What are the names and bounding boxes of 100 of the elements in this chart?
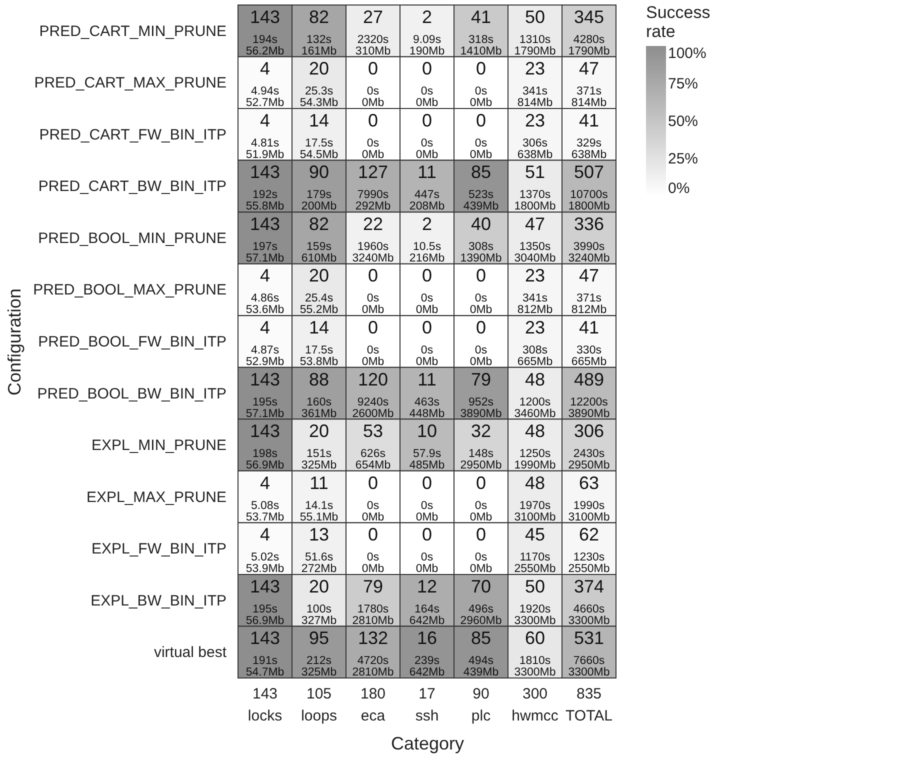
x-tick-label: 180 eca	[360, 686, 386, 724]
y-tick-label: PRED_BOOL_BW_BIN_ITP	[37, 385, 226, 402]
text: 85 523s 439Mb	[463, 162, 499, 213]
y-tick-label: EXPL_MIN_PRUNE	[91, 437, 226, 454]
text: 27 2320s 310Mb	[355, 6, 391, 58]
y-tick-label: PRED_BOOL_MIN_PRUNE	[38, 230, 226, 247]
y-tick-label: PRED_BOOL_FW_BIN_ITP	[38, 334, 226, 350]
text: 45 1170s 2550Mb	[514, 524, 556, 576]
text: 345 4280s 1790Mb	[568, 6, 610, 58]
text: 0 0s 0Mb	[362, 472, 384, 524]
text: 41 318s 1410Mb	[460, 6, 502, 58]
text: 143 194s 56.2Mb	[246, 6, 284, 58]
text: 0 0s 0Mb	[470, 472, 492, 524]
y-tick-label: PRED_CART_MAX_PRUNE	[34, 74, 226, 92]
text: 48 1970s 3100Mb	[514, 472, 556, 524]
text: 0 0s 0Mb	[362, 318, 384, 368]
text: 0 0s 0Mb	[416, 524, 438, 576]
text: 23 308s 665Mb	[517, 318, 553, 368]
text: 120 9240s 2600Mb	[352, 369, 394, 420]
x-tick-label: 105 loops	[301, 686, 337, 724]
text: 85 494s 439Mb	[463, 628, 499, 679]
text: 53 626s 654Mb	[355, 421, 391, 472]
text: 0 0s 0Mb	[416, 110, 438, 161]
text: 0 0s 0Mb	[416, 266, 438, 316]
text: 48 1200s 3460Mb	[514, 369, 556, 420]
text: 4 4.81s 51.9Mb	[246, 110, 284, 161]
text: 23 306s 638Mb	[517, 110, 553, 161]
text: 23 341s 814Mb	[517, 58, 553, 110]
text: 0 0s 0Mb	[416, 318, 438, 368]
text: 14 17.5s 54.5Mb	[300, 110, 338, 161]
text: 82 132s 161Mb	[301, 6, 337, 58]
y-tick-label: PRED_CART_BW_BIN_ITP	[38, 178, 226, 196]
text: 489 12200s 3890Mb	[568, 369, 610, 420]
x-tick-label: 143 locks	[248, 686, 282, 724]
text: 0 0s 0Mb	[470, 318, 492, 368]
text: 50 1920s 3300Mb	[514, 576, 556, 627]
text: 0 0s 0Mb	[470, 110, 492, 161]
text: 4 5.08s 53.7Mb	[246, 472, 284, 524]
legend-title: Success rate	[646, 3, 710, 41]
text: 0 0s 0Mb	[416, 58, 438, 110]
text: 50 1310s 1790Mb	[514, 6, 556, 58]
text: 14 17.5s 53.8Mb	[300, 318, 338, 368]
y-tick-label: PRED_CART_MIN_PRUNE	[39, 22, 226, 40]
text: 90 179s 200Mb	[301, 162, 337, 213]
text: 20 100s 327Mb	[301, 576, 337, 627]
color-bar-label: 0%	[668, 180, 690, 197]
color-bar-label: 100%	[668, 45, 706, 62]
text: 12 164s 642Mb	[409, 576, 445, 627]
text: 23 341s 812Mb	[517, 266, 553, 316]
text: 0 0s 0Mb	[470, 524, 492, 576]
text: 40 308s 1390Mb	[460, 214, 502, 264]
text: 13 51.6s 272Mb	[301, 524, 337, 576]
text: 4 4.87s 52.9Mb	[246, 318, 284, 368]
text: 88 160s 361Mb	[301, 369, 337, 420]
text: 32 148s 2950Mb	[460, 421, 502, 472]
text: 0 0s 0Mb	[362, 524, 384, 576]
x-tick-label: 835 TOTAL	[566, 686, 612, 724]
color-bar-label: 50%	[668, 113, 698, 130]
text: 143 192s 55.8Mb	[246, 162, 284, 213]
text: 95 212s 325Mb	[301, 628, 337, 679]
text: 143 191s 54.7Mb	[246, 628, 284, 679]
text: 2 9.09s 190Mb	[409, 6, 445, 58]
text: 0 0s 0Mb	[416, 472, 438, 524]
text: 79 952s 3890Mb	[460, 369, 502, 420]
y-tick-label: virtual best	[154, 644, 228, 662]
text: 127 7990s 292Mb	[355, 162, 391, 213]
y-tick-label: PRED_BOOL_MAX_PRUNE	[33, 282, 226, 299]
text: 143 198s 56.9Mb	[246, 421, 284, 472]
text: 10 57.9s 485Mb	[409, 421, 445, 472]
text: 143 195s 56.9Mb	[246, 576, 284, 627]
text: 82 159s 610Mb	[301, 214, 337, 264]
text: 0 0s 0Mb	[470, 266, 492, 316]
text: 70 496s 2960Mb	[460, 576, 502, 627]
text: 143 195s 57.1Mb	[246, 369, 284, 420]
text: 11 463s 448Mb	[409, 369, 445, 420]
y-tick-label: EXPL_BW_BIN_ITP	[90, 592, 226, 610]
text: 48 1250s 1990Mb	[514, 421, 556, 472]
x-axis-title: Category	[390, 734, 464, 754]
text: 47 371s 814Mb	[571, 58, 607, 110]
text: 2 10.5s 216Mb	[409, 214, 445, 264]
text: 143 197s 57.1Mb	[246, 214, 284, 264]
text: 47 371s 812Mb	[571, 266, 607, 316]
y-tick-label: PRED_CART_FW_BIN_ITP	[39, 126, 226, 144]
x-tick-label: 90 plc	[471, 686, 492, 724]
text: 60 1810s 3300Mb	[514, 628, 556, 679]
text: 63 1990s 3100Mb	[568, 472, 610, 524]
y-tick-label: EXPL_MAX_PRUNE	[86, 488, 226, 506]
text: 0 0s 0Mb	[362, 58, 384, 110]
text: 41 330s 665Mb	[571, 318, 607, 368]
text: 11 447s 208Mb	[409, 162, 445, 213]
text: 16 239s 642Mb	[409, 628, 445, 679]
text: 0 0s 0Mb	[362, 110, 384, 161]
color-bar-label: 75%	[668, 76, 698, 92]
text: 531 7660s 3300Mb	[568, 628, 610, 679]
text: 374 4660s 3300Mb	[568, 576, 610, 627]
text: 79 1780s 2810Mb	[352, 576, 394, 627]
text: 132 4720s 2810Mb	[352, 628, 394, 679]
text: 4 4.94s 52.7Mb	[246, 58, 284, 110]
color-bar-label: 25%	[668, 150, 698, 168]
text: 41 329s 638Mb	[571, 110, 607, 161]
